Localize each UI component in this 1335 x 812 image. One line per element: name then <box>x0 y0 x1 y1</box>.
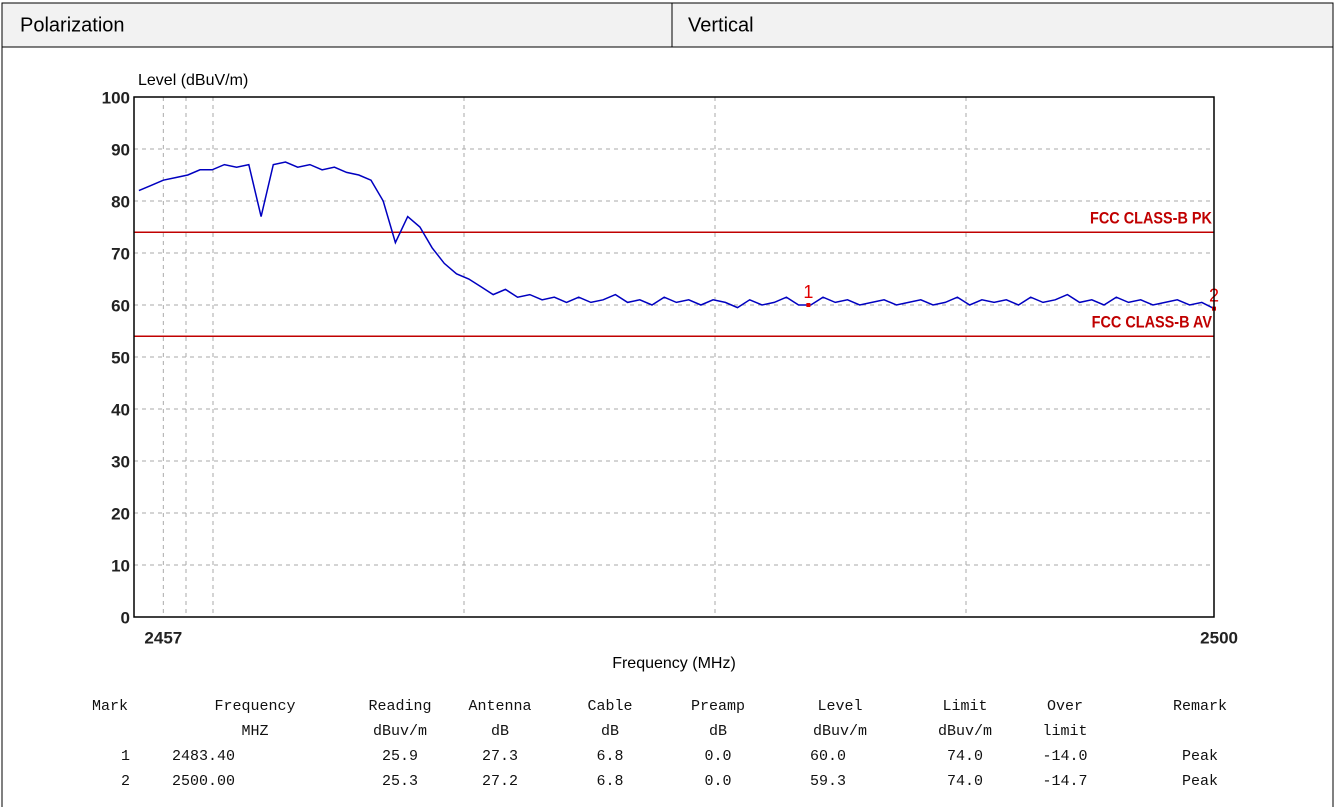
column-header: Frequency <box>214 698 295 715</box>
column-unit: dB <box>601 723 619 740</box>
marker-label: 1 <box>803 282 813 302</box>
column-unit: dBuv/m <box>938 723 992 740</box>
y-tick-label: 10 <box>111 556 130 575</box>
chart-cell <box>1 46 1334 812</box>
limit-label: FCC CLASS-B AV <box>1092 314 1213 332</box>
column-unit: MHZ <box>241 723 268 740</box>
y-tick-label: 70 <box>111 244 130 263</box>
column-header: Limit <box>942 698 987 715</box>
column-header: Antenna <box>468 698 531 715</box>
x-tick-label: 2457 <box>144 628 182 647</box>
table-cell: 2483.40 <box>172 748 235 765</box>
table-cell: 25.9 <box>382 748 418 765</box>
table-cell: 25.3 <box>382 773 418 790</box>
column-header: Preamp <box>691 698 745 715</box>
column-header: Reading <box>368 698 431 715</box>
column-unit: dBuv/m <box>373 723 427 740</box>
y-tick-label: 50 <box>111 348 130 367</box>
trace <box>138 161 1215 310</box>
table-cell: 59.3 <box>810 773 846 790</box>
limit-label: FCC CLASS-B PK <box>1090 210 1212 228</box>
y-tick-label: 30 <box>111 452 130 471</box>
header-row <box>1 2 1334 48</box>
table-cell: 0.0 <box>704 748 731 765</box>
table-cell: 0.0 <box>704 773 731 790</box>
y-axis-label: Level (dBuV/m) <box>138 72 248 89</box>
plot-frame <box>133 96 1215 618</box>
marker <box>806 303 811 307</box>
chart: 0 10 20 30 40 50 60 70 80 90 100 2457 2500 Level (dBu… <box>102 72 1238 672</box>
table-cell: 1 <box>121 748 130 765</box>
column-unit: limit <box>1042 723 1087 740</box>
table-cell: 2 <box>121 773 130 790</box>
column-header: Cable <box>587 698 632 715</box>
table-cell: 74.0 <box>947 748 983 765</box>
x-tick-label: 2500 <box>1200 628 1238 647</box>
y-tick-label: 20 <box>111 504 130 523</box>
table-cell: Peak <box>1182 773 1218 790</box>
table-cell: 2500.00 <box>172 773 235 790</box>
y-tick-label: 80 <box>111 192 130 211</box>
y-tick-label: 0 <box>121 608 130 627</box>
column-unit: dB <box>491 723 509 740</box>
table-cell: -14.0 <box>1042 748 1087 765</box>
column-unit: dB <box>709 723 727 740</box>
y-tick-label: 100 <box>102 88 130 107</box>
table-cell: 74.0 <box>947 773 983 790</box>
column-header: Remark <box>1173 698 1227 715</box>
header-value: Vertical <box>688 14 754 36</box>
table-cell: 6.8 <box>596 773 623 790</box>
table-cell: 60.0 <box>810 748 846 765</box>
y-tick-label: 40 <box>111 400 130 419</box>
column-header: Mark <box>92 698 128 715</box>
table-cell: -14.7 <box>1042 773 1087 790</box>
y-tick-label: 90 <box>111 140 130 159</box>
table-cell: Peak <box>1182 748 1218 765</box>
y-tick-label: 60 <box>111 296 130 315</box>
column-header: Level <box>817 698 862 715</box>
column-header: Over <box>1047 698 1083 715</box>
x-axis-label: Frequency (MHz) <box>612 655 736 672</box>
table-cell: 27.3 <box>482 748 518 765</box>
column-unit: dBuv/m <box>813 723 867 740</box>
table-cell: 6.8 <box>596 748 623 765</box>
header-label: Polarization <box>20 14 125 36</box>
table-cell: 27.2 <box>482 773 518 790</box>
